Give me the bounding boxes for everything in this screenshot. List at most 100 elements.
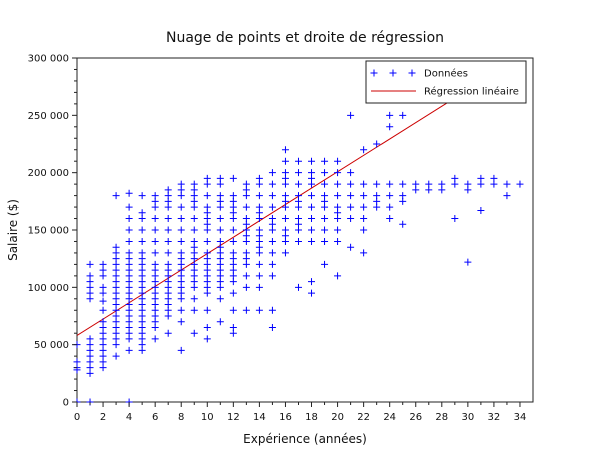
data-point <box>321 169 329 177</box>
data-point <box>386 192 394 200</box>
data-point <box>255 272 263 280</box>
data-point <box>308 237 316 245</box>
x-tick-label: 0 <box>74 412 80 423</box>
data-point <box>451 174 459 182</box>
data-point <box>164 186 172 194</box>
data-point <box>216 237 224 245</box>
data-point <box>177 180 185 188</box>
data-point <box>151 192 159 200</box>
data-point <box>151 215 159 223</box>
data-point <box>242 306 250 314</box>
data-point <box>229 226 237 234</box>
data-point <box>281 215 289 223</box>
data-point <box>164 260 172 268</box>
x-tick-label: 18 <box>305 412 318 423</box>
data-point <box>164 226 172 234</box>
data-point <box>229 237 237 245</box>
data-point <box>347 111 355 119</box>
data-point <box>177 306 185 314</box>
data-point <box>203 323 211 331</box>
x-tick-label: 10 <box>201 412 214 423</box>
data-point <box>164 215 172 223</box>
x-tick-label: 22 <box>357 412 370 423</box>
chart-title: Nuage de points et droite de régression <box>166 30 444 46</box>
data-point <box>242 180 250 188</box>
data-point <box>125 237 133 245</box>
data-point <box>373 180 381 188</box>
data-point <box>203 192 211 200</box>
data-point <box>268 306 276 314</box>
legend-marker-icon <box>370 69 378 77</box>
data-point <box>112 192 120 200</box>
x-tick-label: 24 <box>383 412 396 423</box>
data-point <box>112 352 120 360</box>
data-point <box>99 260 107 268</box>
data-point <box>294 169 302 177</box>
data-point <box>268 169 276 177</box>
data-point <box>294 157 302 165</box>
data-point <box>386 215 394 223</box>
data-point <box>373 192 381 200</box>
data-point <box>399 192 407 200</box>
data-point <box>386 111 394 119</box>
data-point <box>347 192 355 200</box>
x-tick-label: 30 <box>461 412 474 423</box>
data-point <box>125 189 133 197</box>
x-tick-label: 6 <box>152 412 158 423</box>
data-point <box>334 180 342 188</box>
data-point <box>360 203 368 211</box>
data-point <box>138 249 146 257</box>
data-point <box>268 323 276 331</box>
y-tick-label: 300 000 <box>28 54 69 65</box>
data-point <box>190 329 198 337</box>
y-axis-label: Salaire ($) <box>6 199 20 261</box>
data-point <box>334 169 342 177</box>
data-point <box>360 146 368 154</box>
data-point <box>268 249 276 257</box>
data-point <box>347 243 355 251</box>
data-point <box>86 335 94 343</box>
data-point <box>347 203 355 211</box>
data-point <box>190 295 198 303</box>
y-tick-label: 250 000 <box>28 111 69 122</box>
x-tick-label: 34 <box>514 412 527 423</box>
data-point <box>229 192 237 200</box>
data-point <box>464 180 472 188</box>
data-point <box>255 192 263 200</box>
data-point <box>321 260 329 268</box>
data-point <box>386 180 394 188</box>
data-point <box>268 260 276 268</box>
data-point <box>151 249 159 257</box>
data-point <box>216 215 224 223</box>
x-tick-label: 28 <box>435 412 448 423</box>
data-point <box>203 237 211 245</box>
data-point <box>308 157 316 165</box>
data-point <box>399 180 407 188</box>
data-point <box>464 258 472 266</box>
y-tick-label: 0 <box>63 398 69 409</box>
data-point <box>308 215 316 223</box>
data-point <box>125 226 133 234</box>
data-point <box>255 306 263 314</box>
data-point <box>438 180 446 188</box>
y-tick-label: 200 000 <box>28 168 69 179</box>
data-point <box>151 237 159 245</box>
data-point <box>216 318 224 326</box>
x-tick-label: 14 <box>253 412 266 423</box>
data-point <box>360 192 368 200</box>
data-point <box>138 226 146 234</box>
x-tick-label: 20 <box>331 412 344 423</box>
y-tick-label: 100 000 <box>28 283 69 294</box>
data-point <box>360 215 368 223</box>
data-point <box>112 243 120 251</box>
data-point <box>177 226 185 234</box>
data-point <box>151 260 159 268</box>
data-point <box>268 192 276 200</box>
x-tick-label: 8 <box>178 412 184 423</box>
data-point <box>229 249 237 257</box>
data-point <box>334 237 342 245</box>
data-point <box>177 249 185 257</box>
data-point <box>412 180 420 188</box>
data-point <box>190 306 198 314</box>
